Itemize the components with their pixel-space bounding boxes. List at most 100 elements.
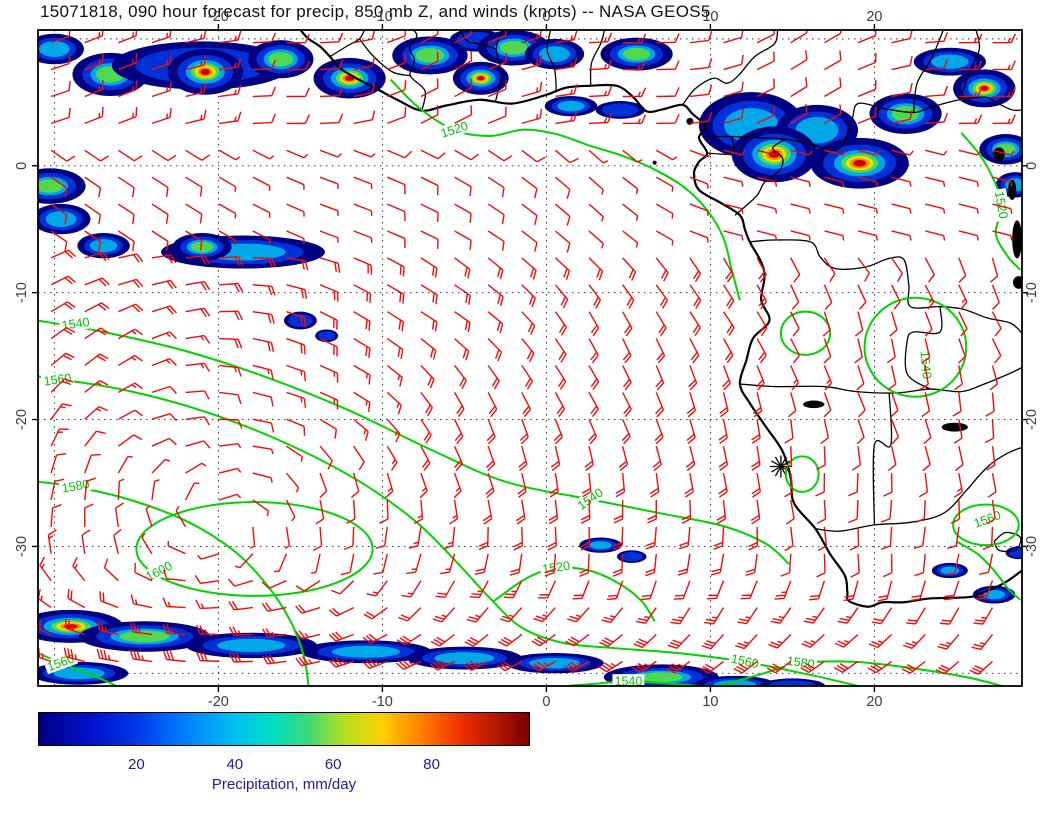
contour-label: 1520 <box>436 117 472 141</box>
precip-blob <box>288 313 313 328</box>
wind-barb <box>950 499 961 524</box>
wind-barb-feather <box>334 262 337 272</box>
wind-barb <box>992 230 1013 241</box>
wind-barb <box>497 633 523 647</box>
wind-barb-feather <box>430 348 434 358</box>
wind-barb <box>286 418 306 436</box>
wind-barb-feather <box>343 545 354 551</box>
wind-barb-staff <box>857 338 863 358</box>
wind-barb <box>843 580 859 602</box>
wind-barb <box>464 633 489 647</box>
wind-barb-feather <box>658 324 665 334</box>
wind-barb-staff <box>184 482 195 501</box>
wind-barb <box>67 588 86 609</box>
wind-barb-feather <box>467 322 471 333</box>
wind-barb <box>151 331 177 340</box>
wind-barb-staff <box>319 230 339 239</box>
wind-barb <box>918 473 929 498</box>
wind-barb <box>252 284 276 296</box>
wind-barb-half-feather <box>96 382 102 386</box>
wind-barb-feather <box>954 491 963 498</box>
wind-barb <box>612 553 624 577</box>
wind-barb-half-feather <box>672 156 678 161</box>
wind-barb-feather <box>562 299 569 309</box>
wind-barb-feather <box>603 616 614 621</box>
wind-barb <box>386 338 404 359</box>
wind-barb <box>218 230 237 246</box>
wind-barb-feather <box>686 433 695 441</box>
wind-barb <box>145 504 153 528</box>
wind-barb <box>622 60 647 71</box>
precip-blob <box>217 638 286 652</box>
wind-barb <box>118 107 138 125</box>
wind-barb <box>854 311 864 337</box>
wind-barb <box>118 80 138 98</box>
wind-barb-half-feather <box>197 554 202 560</box>
wind-barb <box>774 580 792 600</box>
wind-barb-feather <box>536 661 546 669</box>
wind-barb-staff <box>655 203 674 215</box>
wind-barb <box>328 657 354 668</box>
wind-barb-staff <box>958 365 963 385</box>
wind-barb-staff <box>925 230 944 237</box>
wind-barb-feather <box>971 667 982 673</box>
wind-barb <box>689 176 709 189</box>
wind-barb-staff <box>823 257 836 275</box>
wind-barb <box>768 633 792 649</box>
wind-barb-half-feather <box>291 516 296 522</box>
wind-barb-feather <box>169 81 172 91</box>
wind-barb <box>622 338 632 364</box>
wind-barb <box>50 249 77 259</box>
wind-barb-feather <box>954 383 963 391</box>
wind-barb-feather <box>815 491 825 497</box>
wind-barb-feather <box>98 303 107 311</box>
wind-barb <box>328 631 354 642</box>
wind-barb-half-feather <box>96 408 102 412</box>
wind-barb-feather <box>854 329 864 337</box>
wind-barb <box>167 540 186 555</box>
wind-barb-feather <box>464 320 468 331</box>
wind-barb-feather <box>678 545 689 550</box>
wind-barb-half-feather <box>365 373 368 379</box>
wind-barb-feather <box>371 30 376 40</box>
wind-barb-feather <box>606 597 617 601</box>
wind-barb-feather <box>371 83 376 94</box>
wind-barb <box>649 472 660 498</box>
wind-barb-staff <box>689 93 709 98</box>
wind-barb-feather <box>918 491 928 498</box>
wind-barb <box>343 526 355 551</box>
wind-barb-half-feather <box>233 116 237 122</box>
wind-barb-staff <box>958 230 978 237</box>
wind-barb-staff <box>454 176 472 188</box>
wind-barb-feather <box>775 594 786 597</box>
wind-barb-feather <box>402 635 412 642</box>
wind-barb <box>50 403 72 420</box>
wind-barb-feather <box>837 620 848 624</box>
wind-barb <box>398 607 422 622</box>
wind-barb <box>785 499 795 525</box>
wind-barb-feather <box>909 82 913 93</box>
wind-barb-staff <box>84 203 101 216</box>
wind-barb-staff <box>992 203 1012 210</box>
wind-barb <box>922 446 931 472</box>
wind-barb-feather <box>298 630 306 639</box>
wind-barb-staff <box>84 430 97 447</box>
wind-barb-staff <box>588 203 604 218</box>
wind-barb-staff <box>756 60 775 71</box>
wind-barb-feather <box>404 80 407 90</box>
wind-barb-half-feather <box>408 661 414 666</box>
wind-barb-staff <box>50 89 70 98</box>
wind-barb-staff <box>857 446 862 466</box>
wind-barb-feather <box>134 355 143 362</box>
wind-barb-feather <box>169 331 177 340</box>
wind-barb <box>919 365 929 391</box>
wind-barb <box>97 620 119 636</box>
wind-barb-feather <box>724 351 732 361</box>
wind-barb <box>353 311 371 331</box>
wind-barb-feather <box>711 568 722 573</box>
precip-blob <box>539 46 570 63</box>
wind-barb-staff <box>622 203 639 217</box>
wind-barb-feather <box>854 356 863 364</box>
wind-barb-feather <box>261 581 270 589</box>
wind-barb-feather <box>113 528 122 536</box>
